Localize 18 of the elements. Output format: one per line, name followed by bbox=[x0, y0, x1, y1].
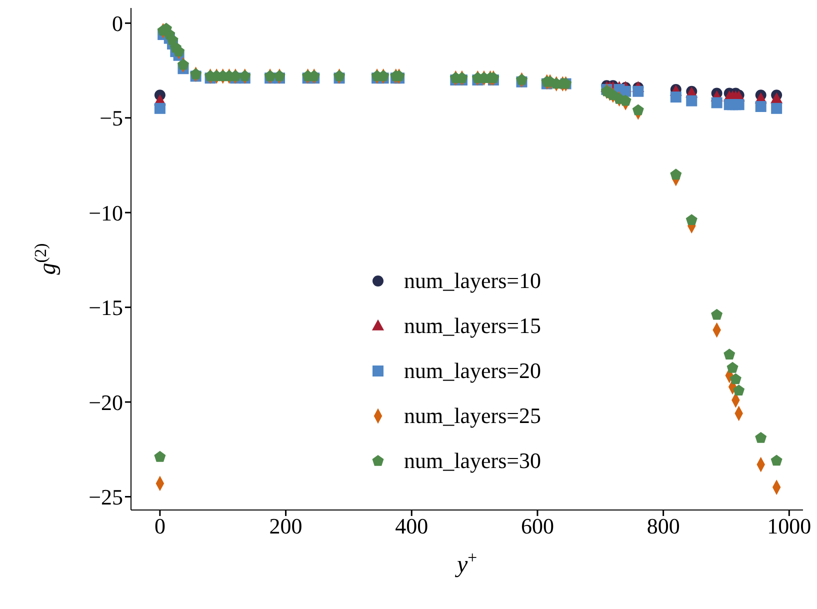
y-tick-label: 0 bbox=[112, 10, 123, 36]
legend-label: num_layers=15 bbox=[404, 312, 542, 338]
y-tick-label: −10 bbox=[88, 200, 123, 226]
legend-label: num_layers=25 bbox=[404, 402, 542, 428]
x-axis-title: y$^{+}$ bbox=[454, 548, 478, 578]
legend-label: num_layers=30 bbox=[404, 448, 542, 474]
x-tick-label: 400 bbox=[395, 514, 428, 539]
x-tick-label: 600 bbox=[520, 514, 554, 539]
x-tick-label: 1000 bbox=[767, 514, 812, 539]
y-tick-label: −20 bbox=[88, 390, 123, 415]
x-tick-label: 200 bbox=[269, 514, 302, 539]
x-tick-label: 800 bbox=[646, 514, 680, 539]
legend-label: num_layers=10 bbox=[404, 268, 542, 294]
x-tick-label: 0 bbox=[154, 514, 166, 539]
y-tick-label: −25 bbox=[88, 484, 123, 510]
legend-label: num_layers=20 bbox=[404, 358, 542, 384]
y-tick-label: −5 bbox=[100, 106, 123, 131]
y-tick-label: −15 bbox=[88, 295, 123, 320]
